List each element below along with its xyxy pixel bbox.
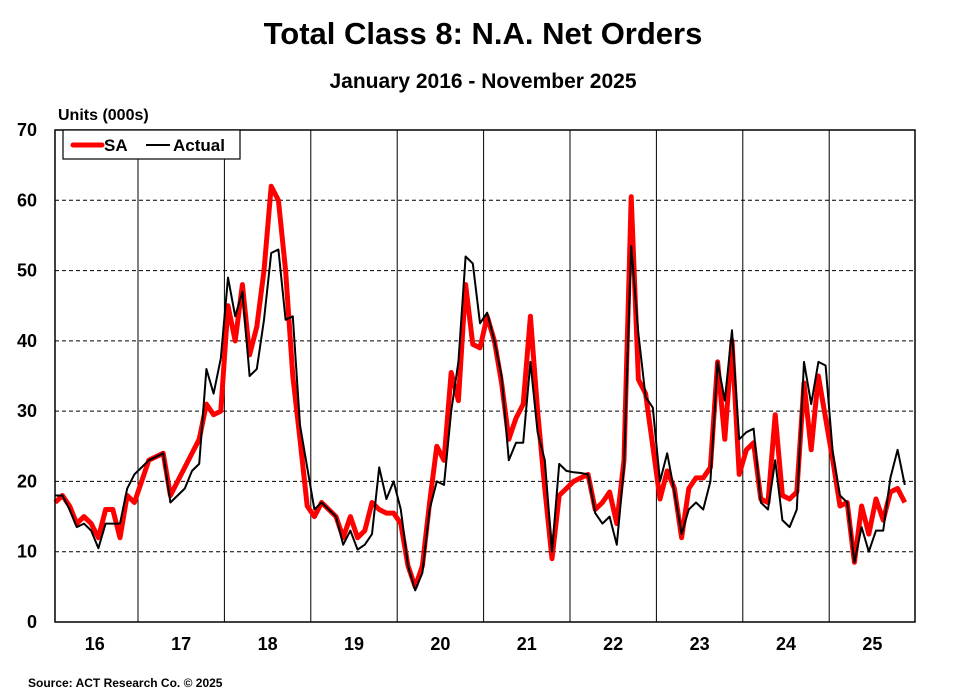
x-tick-label: 17 bbox=[171, 634, 191, 654]
series-line-actual bbox=[55, 245, 906, 592]
y-tick-label: 40 bbox=[17, 331, 37, 351]
x-tick-labels: 16 17 18 19 20 21 22 23 24 25 bbox=[85, 634, 883, 654]
x-tick-label: 21 bbox=[517, 634, 537, 654]
x-tick-label: 16 bbox=[85, 634, 105, 654]
series-line-sa bbox=[53, 183, 908, 590]
legend-label-actual: Actual bbox=[173, 136, 225, 155]
chart-title: Total Class 8: N.A. Net Orders bbox=[264, 16, 703, 51]
x-tick-label: 23 bbox=[690, 634, 710, 654]
y-tick-labels: 0 10 20 30 40 50 60 70 bbox=[17, 120, 37, 632]
legend: SA Actual bbox=[62, 129, 241, 160]
y-axis-label: Units (000s) bbox=[58, 107, 149, 124]
y-tick-label: 70 bbox=[17, 120, 37, 140]
x-tick-label: 18 bbox=[258, 634, 278, 654]
x-tick-label: 19 bbox=[344, 634, 364, 654]
y-tick-label: 60 bbox=[17, 190, 37, 210]
x-tick-label: 24 bbox=[776, 634, 796, 654]
y-tick-label: 20 bbox=[17, 471, 37, 491]
y-tick-label: 50 bbox=[17, 261, 37, 281]
gridlines bbox=[55, 130, 915, 622]
chart-subtitle: January 2016 - November 2025 bbox=[329, 70, 636, 93]
y-tick-label: 0 bbox=[27, 612, 37, 632]
plot-frame bbox=[54, 129, 916, 623]
x-tick-label: 22 bbox=[603, 634, 623, 654]
x-tick-label: 25 bbox=[862, 634, 882, 654]
x-tick-label: 20 bbox=[430, 634, 450, 654]
y-tick-label: 10 bbox=[17, 542, 37, 562]
source-note: Source: ACT Research Co. © 2025 bbox=[28, 676, 223, 690]
series-lines bbox=[53, 183, 908, 592]
y-tick-label: 30 bbox=[17, 401, 37, 421]
legend-label-sa: SA bbox=[104, 136, 128, 155]
